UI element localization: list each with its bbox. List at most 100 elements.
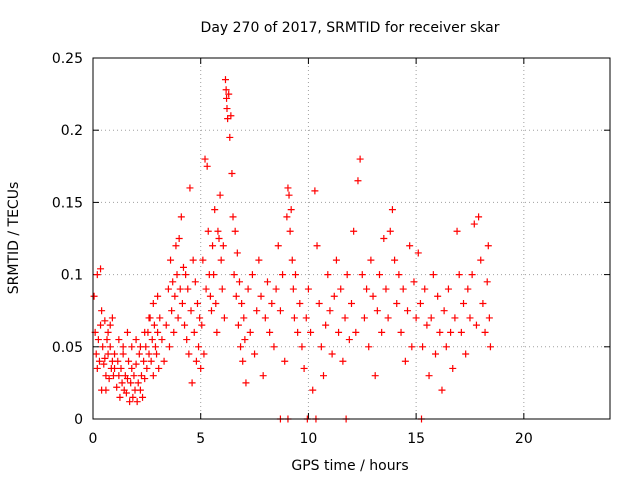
data-point (174, 314, 182, 322)
data-point (285, 191, 293, 199)
data-point (410, 278, 418, 286)
data-point (283, 213, 291, 221)
data-point (255, 256, 263, 264)
y-tick-label: 0.25 (52, 51, 83, 67)
chart-title: Day 270 of 2017, SRMTID for receiver ska… (201, 20, 500, 36)
data-point (241, 336, 249, 344)
data-point (291, 271, 299, 279)
y-tick-label: 0.15 (52, 195, 83, 211)
data-point (298, 343, 306, 351)
data-point (380, 235, 388, 242)
data-point (154, 328, 162, 336)
data-point (221, 76, 229, 84)
data-point (111, 364, 119, 372)
data-point (92, 350, 100, 358)
data-point (145, 314, 153, 322)
data-point (326, 307, 334, 315)
data-point (233, 249, 241, 257)
data-point (440, 307, 448, 315)
data-point (332, 256, 340, 264)
data-point (373, 307, 381, 315)
data-point (216, 191, 224, 199)
data-point (335, 328, 343, 336)
data-point (223, 94, 231, 102)
data-point (207, 307, 215, 315)
data-point (251, 350, 259, 358)
data-point (141, 375, 149, 383)
data-point (108, 314, 116, 322)
data-point (125, 357, 133, 365)
data-point (222, 86, 230, 94)
data-point (289, 285, 297, 293)
data-point (199, 256, 207, 264)
data-point (462, 350, 470, 358)
y-tick-label: 0 (74, 412, 83, 428)
data-point (460, 299, 468, 307)
data-point (99, 343, 107, 351)
data-point (246, 328, 254, 336)
data-point (136, 386, 144, 394)
data-point (101, 317, 109, 325)
data-point (182, 271, 190, 279)
x-tick-label: 0 (89, 431, 98, 447)
data-point (123, 375, 131, 383)
data-point (455, 271, 463, 279)
data-point (423, 321, 431, 329)
data-point (200, 350, 208, 358)
data-point (371, 372, 379, 380)
x-tick-label: 10 (300, 431, 318, 447)
data-point (127, 379, 135, 387)
data-point (190, 328, 198, 336)
data-point (350, 227, 358, 235)
data-point (133, 398, 141, 406)
data-point (177, 213, 185, 221)
data-point (103, 336, 111, 344)
data-point (416, 299, 424, 307)
data-point (457, 328, 465, 336)
data-point (229, 213, 237, 221)
data-point (220, 314, 228, 322)
data-point (419, 343, 427, 351)
data-point (123, 328, 131, 336)
data-point (119, 350, 127, 358)
data-point (427, 314, 435, 322)
data-point (170, 328, 178, 336)
data-point (115, 372, 123, 380)
data-point (172, 242, 180, 250)
y-tick-label: 0.2 (61, 123, 83, 139)
data-point (477, 256, 485, 264)
data-point (237, 343, 245, 351)
data-point (195, 343, 203, 351)
data-point (386, 227, 394, 235)
data-point (169, 278, 177, 286)
data-point (322, 321, 330, 329)
data-point (248, 271, 256, 279)
data-point (215, 235, 223, 242)
data-point (148, 336, 156, 344)
data-point (412, 314, 420, 322)
data-point (464, 285, 472, 293)
data-point (104, 328, 112, 336)
data-point (97, 265, 105, 273)
data-point (209, 242, 217, 250)
data-point (406, 242, 414, 250)
data-point (147, 357, 155, 365)
data-point (165, 343, 173, 351)
data-point (134, 379, 142, 387)
grid (93, 58, 610, 419)
data-point (198, 321, 206, 329)
data-point (472, 321, 480, 329)
data-point (126, 398, 134, 406)
data-point (290, 314, 298, 322)
data-point (192, 357, 200, 365)
data-point (315, 299, 323, 307)
data-point (168, 307, 176, 315)
data-point (272, 285, 280, 293)
data-point (132, 336, 140, 344)
data-point (442, 343, 450, 351)
data-point (228, 170, 236, 178)
data-point (93, 271, 101, 279)
data-point (128, 364, 136, 372)
data-point (393, 299, 401, 307)
data-point (94, 336, 102, 344)
